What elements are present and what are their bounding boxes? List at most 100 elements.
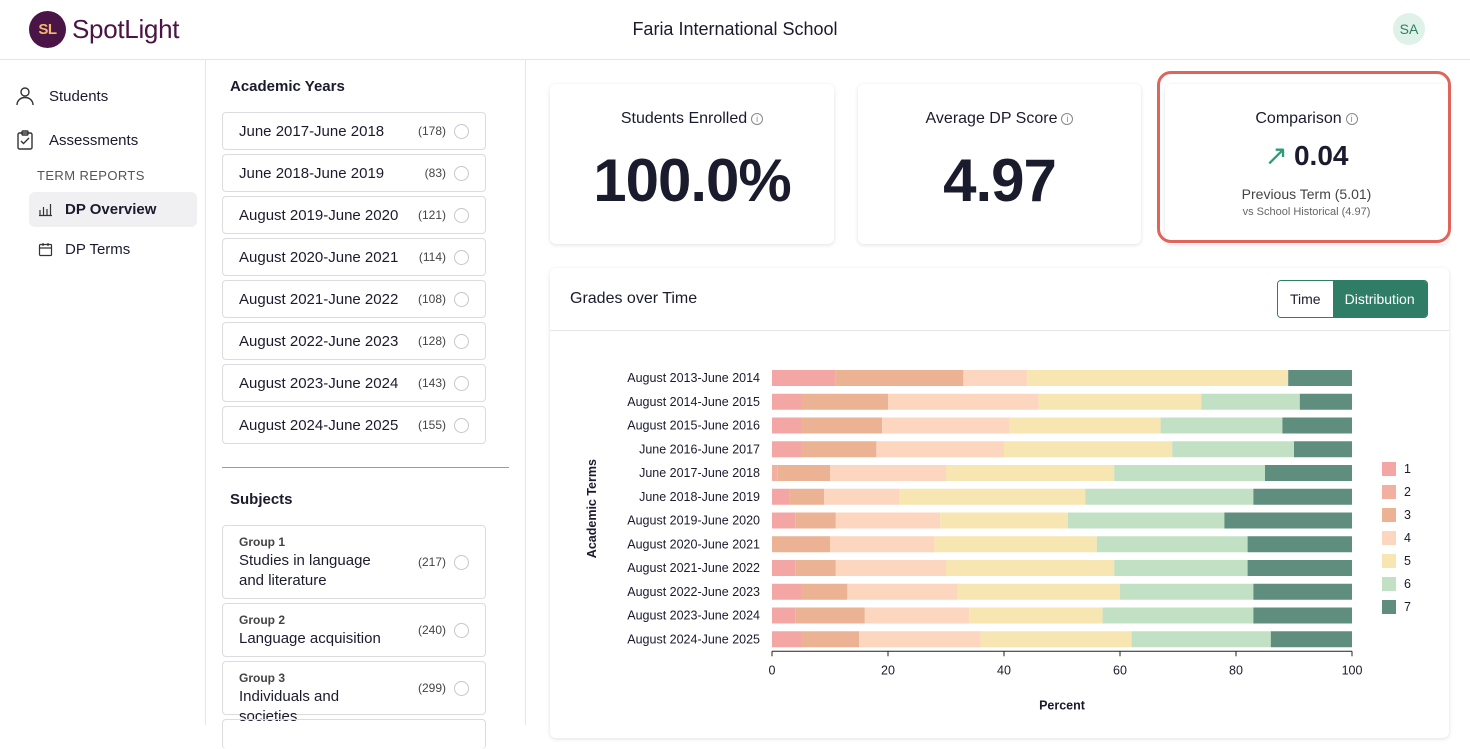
y-tick-label: August 2013-June 2014 [627,371,760,385]
year-count: (121) [417,208,446,222]
user-avatar[interactable]: SA [1393,13,1425,45]
legend-label: 7 [1404,600,1411,614]
radio-button[interactable] [454,375,469,391]
radio-button[interactable] [454,333,469,349]
bar-segment [1265,465,1352,481]
bar-segment [801,393,888,410]
logo-mark: SL [29,11,66,48]
subject-option[interactable]: Group 3 Individuals and societies (299) [222,661,486,725]
sidebar-item-students[interactable]: Students [14,85,108,107]
average-score-value: 4.97 [943,147,1057,214]
radio-button[interactable] [454,249,469,265]
radio-button[interactable] [454,554,469,570]
toggle-distribution-button[interactable]: Distribution [1332,281,1427,317]
bar-segment [1247,560,1352,576]
bar-segment [980,631,1132,648]
bar-segment [1253,488,1352,505]
bar-segment [835,512,941,529]
bar-segment [1009,417,1161,434]
radio-button[interactable] [454,291,469,307]
sidebar-item-dp-terms[interactable]: DP Terms [29,232,197,267]
subject-option[interactable]: Group 1 Studies in language and literatu… [222,525,486,599]
bar-segment [801,417,883,434]
sidebar-item-assessments[interactable]: Assessments [14,129,138,151]
subject-option[interactable] [222,719,486,749]
card-title-text: Students Enrolled [620,110,748,127]
radio-button[interactable] [454,123,469,139]
year-option[interactable]: August 2024-June 2025 (155) [222,406,486,444]
radio-button[interactable] [454,207,469,223]
year-option[interactable]: August 2020-June 2021 (114) [222,238,486,276]
bar-segment [772,441,801,458]
bar-segment [876,441,1004,458]
radio-button[interactable] [454,622,469,638]
toggle-time-button[interactable]: Time [1278,281,1333,317]
info-icon[interactable]: i [1345,112,1358,125]
year-count: (108) [417,292,446,306]
radio-button[interactable] [454,680,469,696]
year-option[interactable]: June 2018-June 2019 (83) [222,154,486,192]
subject-option[interactable]: Group 2 Language acquisition (240) [222,603,486,657]
bar-segment [1253,607,1352,624]
bar-segment [1172,441,1294,458]
x-tick-label: 80 [1229,663,1243,677]
year-count: (155) [417,418,446,432]
academic-years-heading: Academic Years [230,78,345,95]
logo-text: SpotLight [72,14,180,44]
sidebar-item-dp-overview[interactable]: DP Overview [29,192,197,227]
x-tick-label: 0 [769,663,776,677]
legend-label: 6 [1404,577,1411,591]
calendar-icon [38,243,53,257]
bar-segment [772,583,801,600]
subject-name: Individuals and societies [239,688,340,725]
bar-segment [1288,370,1352,386]
y-tick-label: August 2020-June 2021 [627,537,760,551]
sidebar-item-label: DP Overview [65,201,157,218]
school-name: Faria International School [632,19,838,39]
top-header: SL SpotLight Faria International School … [0,0,1470,60]
year-label: August 2019-June 2020 [239,206,399,224]
legend-label: 4 [1404,531,1411,545]
bar-chart-icon [39,204,52,217]
legend-swatch [1382,554,1396,568]
bar-segment [772,370,836,386]
bar-segment [801,583,848,600]
subject-count: (299) [417,681,446,695]
bar-segment [969,607,1103,624]
x-tick-label: 100 [1342,663,1363,677]
radio-button[interactable] [454,417,469,433]
comparison-number: 0.04 [1293,140,1349,171]
subject-name: Studies in language and literature [239,552,371,589]
bar-segment [835,370,964,386]
subject-count: (240) [417,623,446,637]
year-count: (143) [417,376,446,390]
bar-segment [795,560,836,576]
year-count: (128) [417,334,446,348]
year-option[interactable]: August 2022-June 2023 (128) [222,322,486,360]
bar-segment [772,631,801,648]
y-tick-label: August 2024-June 2025 [627,632,760,646]
subjects-heading: Subjects [230,491,293,508]
person-icon [16,87,34,106]
y-tick-label: June 2017-June 2018 [639,466,760,480]
radio-button[interactable] [454,165,469,181]
bar-segment [1294,441,1352,458]
subject-group: Group 3 [239,671,286,685]
info-icon[interactable]: i [751,112,764,125]
year-option[interactable]: June 2017-June 2018 (178) [222,112,486,150]
bar-segment [772,488,790,505]
spotlight-logo[interactable]: SL SpotLight [29,11,179,48]
bar-segment [847,583,958,600]
bar-segment [772,465,778,481]
bar-segment [1102,607,1254,624]
legend-swatch [1382,462,1396,476]
info-icon[interactable]: i [1061,112,1074,125]
bar-segment [1096,536,1248,553]
year-option[interactable]: August 2023-June 2024 (143) [222,364,486,402]
year-label: August 2022-June 2023 [239,332,399,350]
legend-swatch [1382,485,1396,499]
stacked-bar-chart: August 2013-June 2014 August 2014-June 20… [585,370,1411,712]
year-option[interactable]: August 2019-June 2020 (121) [222,196,486,234]
year-option[interactable]: August 2021-June 2022 (108) [222,280,486,318]
card-title-text: Average DP Score [925,110,1058,127]
